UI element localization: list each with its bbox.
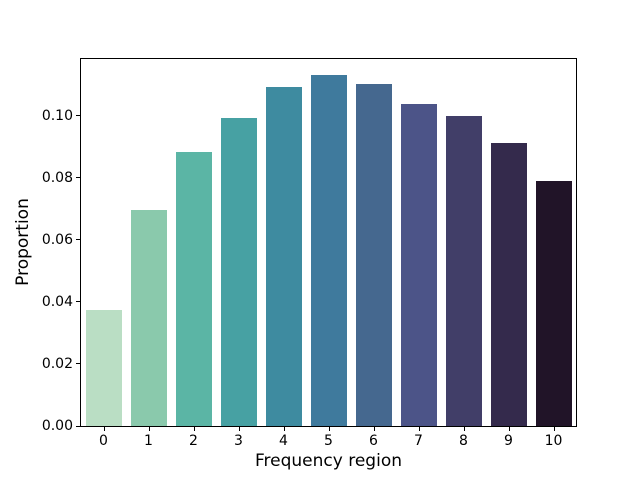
x-tick-label: 7 — [414, 433, 423, 449]
bar-0 — [85, 309, 122, 426]
x-tick-label: 2 — [189, 433, 198, 449]
x-axis-label: Frequency region — [255, 451, 402, 471]
x-tick-mark — [283, 427, 285, 431]
y-tick-mark — [76, 301, 80, 303]
bar-2 — [175, 151, 212, 426]
y-tick-mark — [76, 177, 80, 179]
x-tick-label: 8 — [459, 433, 468, 449]
x-tick-label: 0 — [99, 433, 108, 449]
x-tick-label: 3 — [234, 433, 243, 449]
y-tick-label: 0.00 — [41, 418, 73, 434]
x-tick-mark — [463, 427, 465, 431]
y-tick-label: 0.02 — [41, 355, 73, 372]
x-tick-label: 6 — [369, 433, 378, 449]
y-tick-mark — [76, 425, 80, 427]
x-tick-mark — [553, 427, 555, 431]
bar-8 — [445, 116, 482, 426]
x-tick-mark — [238, 427, 240, 431]
x-tick-mark — [328, 427, 330, 431]
bar-10 — [535, 180, 572, 426]
y-tick-mark — [76, 239, 80, 241]
bar-7 — [400, 104, 437, 426]
x-tick-mark — [373, 427, 375, 431]
y-tick-label: 0.08 — [41, 169, 73, 186]
y-tick-mark — [76, 363, 80, 365]
bar-5 — [310, 75, 347, 426]
bar-9 — [490, 142, 527, 426]
y-tick-mark — [76, 115, 80, 116]
y-tick-label: 0.06 — [41, 231, 73, 248]
x-tick-label: 1 — [144, 433, 153, 449]
x-tick-label: 10 — [544, 433, 563, 449]
x-tick-mark — [193, 427, 195, 431]
bar-4 — [265, 87, 302, 426]
x-tick-mark — [508, 427, 510, 431]
y-axis-label: Proportion — [12, 198, 33, 286]
bar-1 — [130, 209, 167, 426]
x-tick-mark — [148, 427, 150, 431]
x-tick-label: 4 — [279, 433, 288, 449]
plot-area: 0 1 2 3 4 5 6 7 8 9 10 0.00 0.02 0.04 0.06 0.08 0.10 — [42, 58, 577, 448]
y-tick-label: 0.04 — [41, 293, 73, 310]
bar-6 — [355, 83, 392, 426]
bar-3 — [220, 118, 257, 426]
y-tick-label: 0.10 — [41, 107, 73, 124]
x-tick-label: 5 — [324, 433, 333, 449]
x-tick-mark — [418, 427, 420, 431]
x-tick-mark — [103, 427, 105, 431]
x-tick-label: 9 — [504, 433, 513, 449]
